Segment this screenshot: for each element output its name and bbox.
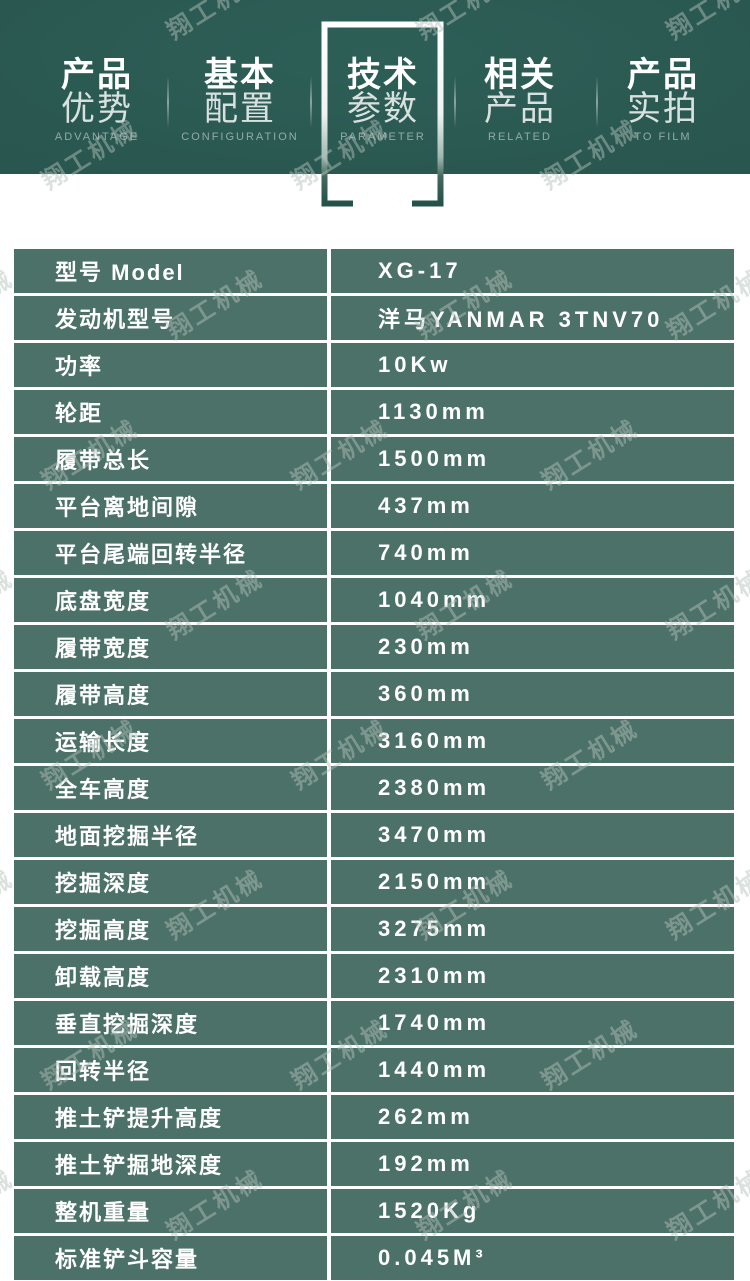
tab-related[interactable]: 相关 产品 RELATED [484, 58, 556, 143]
spec-row: 平台尾端回转半径 740mm [14, 531, 734, 575]
spec-value: 437mm [331, 484, 734, 528]
spec-value: 洋马YANMAR 3TNV70 [331, 296, 734, 340]
spec-label: 履带宽度 [14, 625, 327, 669]
tab-label-cn-top: 产品 [61, 56, 133, 94]
spec-row: 底盘宽度 1040mm [14, 578, 734, 622]
spec-value: 1520Kg [331, 1189, 734, 1233]
tab-label-cn-top: 基本 [204, 56, 276, 94]
spec-row: 推土铲掘地深度 192mm [14, 1142, 734, 1186]
spec-row: 回转半径 1440mm [14, 1048, 734, 1092]
spec-value: 192mm [331, 1142, 734, 1186]
spec-row: 功率 10Kw [14, 343, 734, 387]
spec-label: 全车高度 [14, 766, 327, 810]
tab-caption-en: PARAMETER [340, 131, 426, 143]
spec-row: 履带总长 1500mm [14, 437, 734, 481]
tab-caption-en: TO FILM [634, 131, 692, 143]
spec-row: 挖掘高度 3275mm [14, 907, 734, 951]
spec-row: 垂直挖掘深度 1740mm [14, 1001, 734, 1045]
spec-label: 底盘宽度 [14, 578, 327, 622]
spec-row: 履带高度 360mm [14, 672, 734, 716]
spec-value: 230mm [331, 625, 734, 669]
spec-table: 型号 Model XG-17 发动机型号 洋马YANMAR 3TNV70 功率 … [14, 249, 734, 1280]
spec-row: 运输长度 3160mm [14, 719, 734, 763]
spec-row: 全车高度 2380mm [14, 766, 734, 810]
spec-row: 挖掘深度 2150mm [14, 860, 734, 904]
spec-row: 标准铲斗容量 0.045M³ [14, 1236, 734, 1280]
spec-row: 整机重量 1520Kg [14, 1189, 734, 1233]
spec-value: 3470mm [331, 813, 734, 857]
spec-row: 卸载高度 2310mm [14, 954, 734, 998]
spec-value: 1740mm [331, 1001, 734, 1045]
spec-label: 挖掘深度 [14, 860, 327, 904]
tab-advantage[interactable]: 产品 优势 ADVANTAGE [55, 58, 139, 143]
tab-label-cn-top: 相关 [484, 56, 556, 94]
spec-value: 1130mm [331, 390, 734, 434]
spec-label: 运输长度 [14, 719, 327, 763]
tab-parameter-active[interactable]: 技术 参数 PARAMETER [340, 58, 426, 143]
spec-value: 2150mm [331, 860, 734, 904]
tab-label-cn-top: 技术 [346, 56, 419, 94]
spec-value: 2310mm [331, 954, 734, 998]
spec-value: XG-17 [331, 249, 734, 293]
tab-label-cn-bottom: 产品 [484, 90, 556, 128]
tab-to-film[interactable]: 产品 实拍 TO FILM [627, 58, 699, 143]
tab-divider [167, 76, 169, 128]
tab-caption-en: RELATED [488, 131, 552, 143]
spec-value: 1040mm [331, 578, 734, 622]
tab-label-cn-bottom: 配置 [204, 90, 276, 128]
tab-configuration[interactable]: 基本 配置 CONFIGURATION [181, 58, 298, 143]
tab-divider [454, 76, 456, 128]
spec-label: 回转半径 [14, 1048, 327, 1092]
spec-row: 平台离地间隙 437mm [14, 484, 734, 528]
spec-label: 挖掘高度 [14, 907, 327, 951]
spec-label: 垂直挖掘深度 [14, 1001, 327, 1045]
spec-value: 1500mm [331, 437, 734, 481]
tab-label-cn-bottom: 参数 [346, 90, 419, 128]
tab-label-cn-top: 产品 [627, 56, 699, 94]
spec-value: 1440mm [331, 1048, 734, 1092]
spec-row: 推土铲提升高度 262mm [14, 1095, 734, 1139]
spec-row: 发动机型号 洋马YANMAR 3TNV70 [14, 296, 734, 340]
spec-row: 型号 Model XG-17 [14, 249, 734, 293]
spec-label: 整机重量 [14, 1189, 327, 1233]
tab-label-cn-bottom: 优势 [61, 90, 133, 128]
tab-divider [596, 76, 598, 128]
tab-label-cn-bottom: 实拍 [627, 90, 699, 128]
spec-value: 3160mm [331, 719, 734, 763]
spec-row: 轮距 1130mm [14, 390, 734, 434]
spec-value: 360mm [331, 672, 734, 716]
spec-value: 0.045M³ [331, 1236, 734, 1280]
spec-label: 推土铲提升高度 [14, 1095, 327, 1139]
spec-row: 地面挖掘半径 3470mm [14, 813, 734, 857]
spec-label: 平台离地间隙 [14, 484, 327, 528]
tab-caption-en: ADVANTAGE [54, 131, 140, 143]
tab-divider [310, 76, 312, 128]
spec-label: 履带高度 [14, 672, 327, 716]
spec-value: 2380mm [331, 766, 734, 810]
spec-label: 卸载高度 [14, 954, 327, 998]
spec-label: 履带总长 [14, 437, 327, 481]
spec-label: 轮距 [14, 390, 327, 434]
section-nav-header: 产品 优势 ADVANTAGE 基本 配置 CONFIGURATION 技术 参… [0, 0, 750, 174]
spec-label: 标准铲斗容量 [14, 1236, 327, 1280]
spec-label: 平台尾端回转半径 [14, 531, 327, 575]
spec-value: 740mm [331, 531, 734, 575]
spec-label: 推土铲掘地深度 [14, 1142, 327, 1186]
spec-label: 功率 [14, 343, 327, 387]
spec-value: 3275mm [331, 907, 734, 951]
spec-label: 发动机型号 [14, 296, 327, 340]
spec-value: 262mm [331, 1095, 734, 1139]
spec-label: 地面挖掘半径 [14, 813, 327, 857]
spec-row: 履带宽度 230mm [14, 625, 734, 669]
spec-value: 10Kw [331, 343, 734, 387]
spec-label: 型号 Model [14, 249, 327, 293]
tab-caption-en: CONFIGURATION [181, 131, 299, 143]
